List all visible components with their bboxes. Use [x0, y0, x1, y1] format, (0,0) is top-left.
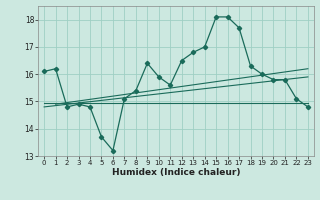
X-axis label: Humidex (Indice chaleur): Humidex (Indice chaleur)	[112, 168, 240, 177]
